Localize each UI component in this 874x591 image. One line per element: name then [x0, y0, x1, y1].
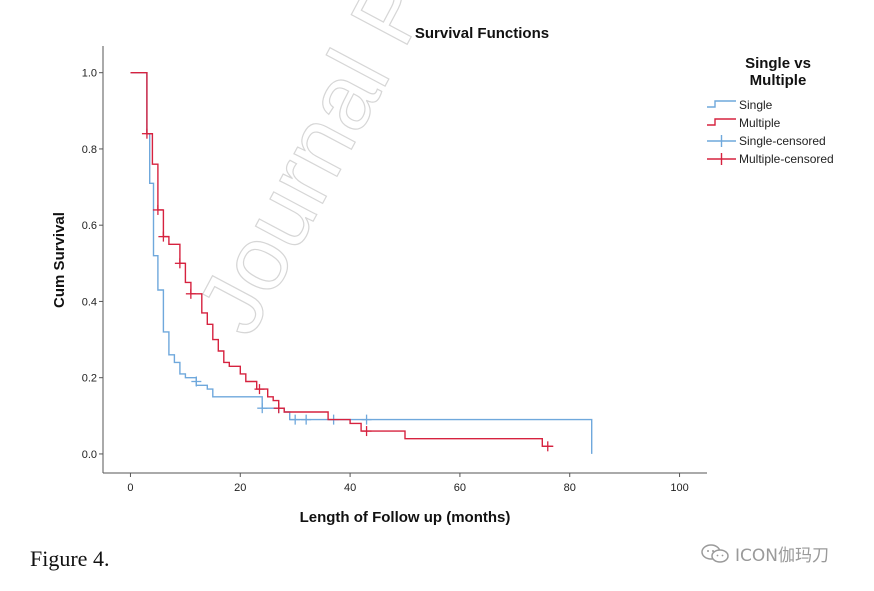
legend-item: Single	[707, 98, 773, 112]
legend-item: Multiple-censored	[707, 152, 834, 166]
x-tick-label: 100	[670, 482, 688, 494]
censor-mark-single	[257, 403, 268, 414]
x-tick-label: 20	[234, 482, 246, 494]
x-tick-label: 0	[127, 482, 133, 494]
y-axis-title: Cum Survival	[51, 212, 68, 308]
censor-mark-multiple	[254, 384, 265, 395]
legend-item: Multiple	[707, 116, 781, 130]
brand-watermark: ICON伽玛刀	[700, 541, 829, 566]
censor-mark-multiple	[273, 403, 284, 414]
chat-bubbles-icon	[701, 543, 729, 563]
y-tick-label: 1.0	[82, 68, 97, 80]
censor-mark-multiple	[361, 426, 372, 437]
censor-mark-single	[290, 414, 301, 425]
y-tick-label: 0.2	[82, 373, 97, 385]
censor-mark-multiple	[152, 204, 163, 215]
censor-mark-multiple	[141, 128, 152, 139]
x-tick-label: 40	[344, 482, 356, 494]
legend-item: Single-censored	[707, 134, 826, 148]
legend-title: Single vs	[745, 55, 811, 72]
legend-title: Multiple	[750, 72, 807, 89]
survival-chart: Journal Pre Survival Functions 0 20 40 60 80…	[51, 0, 834, 526]
legend-swatch-line	[707, 118, 736, 126]
censor-mark-multiple	[174, 258, 185, 269]
legend-label: Single-censored	[739, 134, 826, 148]
y-tick-label: 0.6	[82, 220, 97, 232]
censor-mark-single	[361, 414, 372, 425]
legend-swatch-line	[707, 100, 736, 108]
x-tick-label: 80	[564, 482, 576, 494]
figure-caption: Figure 4.	[30, 546, 110, 571]
legend-label: Multiple	[739, 116, 781, 130]
legend-label: Multiple-censored	[739, 152, 834, 166]
censor-mark-multiple	[158, 231, 169, 242]
legend-label: Single	[739, 98, 773, 112]
x-tick-label: 60	[454, 482, 466, 494]
censor-mark-single	[301, 414, 312, 425]
censor-mark-multiple	[542, 441, 553, 452]
brand-text: ICON伽玛刀	[735, 546, 829, 566]
y-tick-label: 0.8	[82, 144, 97, 156]
watermark-text: Journal Pre	[178, 0, 489, 349]
censor-mark-single	[191, 376, 202, 387]
y-tick-label: 0.4	[82, 296, 97, 308]
chart-title: Survival Functions	[415, 25, 549, 42]
axes-group: 0 20 40 60 80 100 0.0 0.2 0.4 0.6 0.8 1.0	[82, 46, 707, 494]
censor-mark-multiple	[185, 288, 196, 299]
legend: Single vsMultipleSingleMultipleSingle-ce…	[707, 55, 834, 166]
x-axis-title: Length of Follow up (months)	[300, 509, 511, 526]
plot-area	[130, 71, 593, 454]
y-tick-label: 0.0	[82, 449, 97, 461]
